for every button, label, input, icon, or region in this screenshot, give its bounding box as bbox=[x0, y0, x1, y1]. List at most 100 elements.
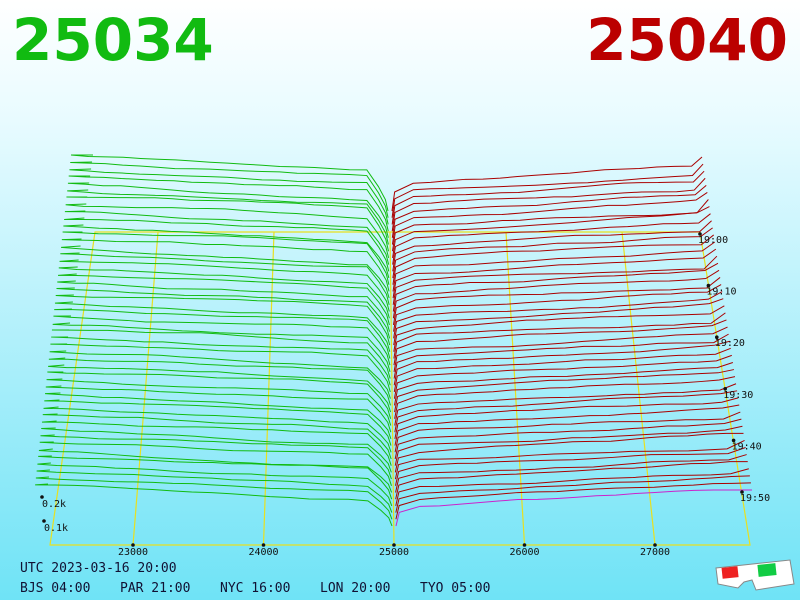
ask-curve bbox=[394, 376, 736, 419]
time-tick bbox=[740, 490, 744, 494]
bid-curve bbox=[38, 455, 393, 500]
bid-curve bbox=[41, 427, 392, 473]
ask-curve bbox=[392, 277, 721, 326]
bid-curve bbox=[68, 175, 389, 232]
ask-curve bbox=[395, 475, 750, 513]
grid-line bbox=[262, 231, 275, 546]
bid-curve bbox=[45, 392, 392, 440]
ask-curve bbox=[395, 468, 749, 507]
ask-curve bbox=[392, 269, 720, 319]
ask-curve bbox=[392, 206, 710, 258]
time-tick bbox=[698, 232, 702, 236]
ask-curve bbox=[393, 333, 729, 379]
zone-clock: LON 20:00 bbox=[320, 581, 390, 596]
bid-curve bbox=[67, 189, 389, 245]
bid-curve bbox=[46, 378, 392, 426]
bid-curve bbox=[36, 469, 393, 513]
bid-curve bbox=[40, 434, 392, 480]
zone-clock: NYC 16:00 bbox=[220, 581, 290, 596]
x-tick-label: 23000 bbox=[118, 547, 148, 558]
bid-curve bbox=[41, 420, 392, 466]
glasses-icon bbox=[715, 559, 795, 591]
ask-curve bbox=[391, 163, 704, 218]
bid-curve bbox=[69, 168, 389, 225]
ask-curve bbox=[393, 305, 725, 352]
tick-mark bbox=[522, 543, 527, 547]
bid-curve bbox=[62, 231, 390, 285]
bid-curve bbox=[54, 308, 391, 359]
x-tick-label: 24000 bbox=[248, 547, 278, 558]
zone-clock: TYO 05:00 bbox=[420, 581, 490, 596]
bid-curve bbox=[43, 406, 392, 453]
time-label: 19:50 bbox=[740, 493, 770, 504]
ask-curve bbox=[395, 482, 751, 520]
ask-curve bbox=[392, 234, 715, 285]
bid-curve bbox=[70, 161, 389, 218]
ask-curve bbox=[392, 227, 713, 279]
time-tick bbox=[715, 335, 719, 340]
time-tick bbox=[723, 387, 727, 391]
ask-curve bbox=[392, 248, 717, 299]
bid-curve bbox=[37, 462, 393, 507]
bid-curve bbox=[48, 357, 391, 406]
bid-curve bbox=[35, 483, 393, 527]
bid-curve bbox=[61, 245, 390, 299]
x-tick-label: 25000 bbox=[379, 547, 409, 558]
ask-curve bbox=[391, 170, 705, 225]
bid-curve bbox=[60, 252, 390, 305]
bid-curve bbox=[50, 343, 391, 393]
ask-curve bbox=[394, 418, 742, 460]
time-label: 19:00 bbox=[698, 235, 728, 246]
bid-price: 25034 bbox=[12, 6, 214, 74]
ask-curve bbox=[393, 319, 727, 366]
axis-labels: 23000 24000 25000 26000 27000 19:00 19:10 19:20… bbox=[40, 232, 770, 558]
ask-curve bbox=[394, 383, 737, 426]
bid-curve bbox=[47, 371, 392, 419]
ask-curve bbox=[393, 354, 732, 399]
time-label: 19:10 bbox=[706, 287, 736, 298]
bid-curve bbox=[64, 210, 390, 265]
ask-curve bbox=[391, 177, 706, 232]
x-tick-label: 26000 bbox=[509, 547, 539, 558]
x-tick-label: 27000 bbox=[640, 547, 670, 558]
zone-clock: BJS 04:00 bbox=[20, 581, 90, 596]
grid-line bbox=[389, 231, 395, 546]
bid-curve bbox=[58, 266, 390, 319]
ask-curve bbox=[394, 432, 744, 473]
ask-curve bbox=[392, 262, 719, 312]
ask-curve bbox=[394, 397, 739, 439]
ask-curve bbox=[393, 291, 723, 339]
tick-mark bbox=[131, 543, 135, 547]
grid-line bbox=[505, 231, 526, 546]
bid-curve bbox=[51, 336, 391, 386]
ask-curve bbox=[394, 369, 735, 413]
ask-curve bbox=[392, 213, 711, 265]
bid-curve bbox=[57, 280, 391, 332]
depth-tick bbox=[42, 519, 46, 523]
ask-curve bbox=[392, 241, 716, 292]
bid-curve bbox=[45, 385, 392, 433]
bid-curve bbox=[53, 315, 391, 366]
ask-curve bbox=[394, 439, 745, 480]
ask-curve bbox=[395, 454, 747, 493]
ask-curve bbox=[391, 156, 703, 212]
bid-curve bbox=[38, 448, 393, 493]
ask-curve bbox=[392, 255, 718, 305]
ask-curve bbox=[395, 489, 752, 527]
utc-clock: UTC 2023-03-16 20:00 bbox=[20, 561, 177, 576]
bid-curve bbox=[57, 273, 390, 326]
bid-curve bbox=[49, 350, 391, 399]
plane bbox=[49, 231, 751, 546]
bid-curve bbox=[42, 413, 392, 460]
ask-curve bbox=[394, 425, 743, 466]
ask-curve bbox=[393, 312, 726, 359]
tick-mark bbox=[261, 543, 266, 547]
ask-curve bbox=[391, 192, 708, 245]
ask-curve bbox=[395, 447, 746, 486]
ask-curve bbox=[393, 284, 722, 332]
ask-curve bbox=[393, 340, 730, 386]
ask-curve bbox=[391, 184, 707, 238]
time-label: 19:20 bbox=[715, 338, 745, 349]
bid-curve bbox=[54, 301, 391, 352]
